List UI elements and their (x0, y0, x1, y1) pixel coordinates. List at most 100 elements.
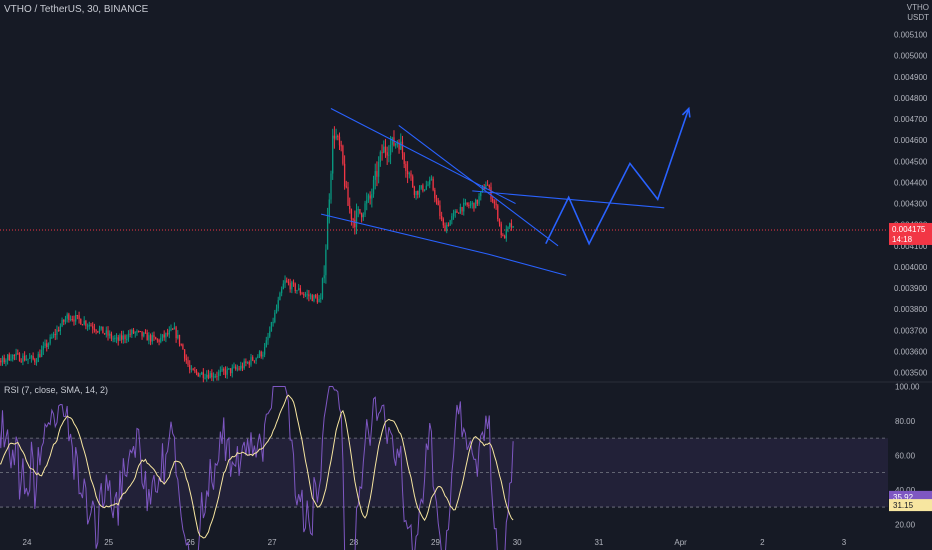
rsi-sma-line (0, 394, 514, 539)
candle-body (378, 161, 380, 177)
candle (289, 278, 291, 293)
candle (395, 142, 397, 149)
current-price-tag (889, 222, 932, 245)
rsi-line (0, 385, 514, 550)
candle-body (235, 366, 237, 369)
candle (510, 219, 513, 231)
candle (475, 198, 477, 209)
candle-body (134, 332, 136, 334)
candle-body (354, 219, 356, 228)
candle-body (466, 202, 468, 205)
candle-body (88, 325, 90, 327)
candle (161, 334, 164, 342)
candle-body (483, 187, 485, 190)
candle (466, 202, 468, 207)
candle-body (95, 330, 97, 332)
candle (503, 234, 506, 239)
candle-body (13, 354, 16, 356)
candle-body (492, 198, 494, 202)
candle (194, 366, 196, 374)
candle-body (408, 173, 410, 175)
candle (410, 170, 412, 181)
candle (102, 326, 104, 334)
candle (71, 315, 73, 322)
candle-body (5, 360, 7, 363)
price-unit-quote: USDT (907, 13, 929, 22)
candle-body (252, 357, 254, 361)
candle-body (464, 202, 467, 204)
candle-body (277, 300, 279, 309)
time-tick-label: Apr (674, 538, 687, 547)
projection-arrowhead (681, 106, 691, 118)
candle-body (427, 184, 429, 186)
candle-body (185, 358, 187, 361)
rsi-sma-label: 31.15 (893, 501, 914, 510)
candle-body (282, 283, 284, 290)
candle-body (400, 141, 402, 150)
candle-body (10, 359, 12, 361)
candle (40, 345, 43, 358)
candle-body (423, 189, 426, 191)
candle-body (23, 355, 26, 361)
candle-body (141, 331, 143, 337)
candle (212, 372, 215, 382)
candle (301, 291, 303, 295)
candle (340, 140, 342, 152)
candle (39, 349, 41, 358)
candle-body (335, 136, 337, 139)
candle (359, 208, 361, 215)
candle-body (468, 204, 470, 206)
candle-body (120, 335, 123, 340)
candle (245, 358, 247, 367)
trendline (320, 213, 567, 276)
candle-body (422, 185, 424, 191)
candle-body (168, 330, 170, 335)
candle (27, 358, 29, 365)
candle-body (228, 368, 230, 370)
candle (58, 326, 60, 332)
candle (304, 291, 307, 298)
candle (143, 331, 145, 338)
candle (69, 315, 72, 322)
trendline (330, 108, 516, 205)
candle (505, 225, 507, 242)
candle (355, 203, 358, 235)
candle (202, 368, 204, 383)
candle-body (126, 339, 128, 341)
candle (434, 187, 436, 203)
candle (127, 330, 130, 342)
candle-body (379, 152, 381, 162)
candle (440, 211, 443, 222)
candle-body (1, 357, 4, 363)
candle-body (498, 218, 501, 224)
candle (287, 278, 290, 286)
candle-body (131, 329, 133, 335)
candle (100, 326, 102, 331)
candle-body (497, 205, 499, 219)
candle (47, 342, 50, 350)
candle-body (389, 144, 392, 155)
candle-body (265, 340, 267, 347)
candle-body (245, 361, 247, 364)
candle (34, 357, 36, 366)
candle-body (333, 135, 336, 139)
candle-body (229, 368, 232, 374)
candle (187, 356, 189, 368)
time-tick-label: 27 (268, 538, 277, 547)
candle (189, 360, 191, 374)
candle (308, 290, 310, 302)
candle (199, 372, 201, 378)
rsi-title: RSI (7, close, SMA, 14, 2) (4, 385, 109, 395)
price-tick-label: 0.003900 (894, 284, 928, 293)
candle-body (495, 203, 497, 206)
rsi-tick-label: 40.00 (895, 486, 916, 495)
candle-body (6, 354, 9, 361)
candle (63, 319, 65, 326)
candle-body (507, 226, 509, 230)
candle (252, 355, 254, 362)
candle (378, 156, 380, 184)
candle-body (364, 203, 366, 215)
candle-body (115, 337, 118, 339)
candle (166, 328, 169, 337)
